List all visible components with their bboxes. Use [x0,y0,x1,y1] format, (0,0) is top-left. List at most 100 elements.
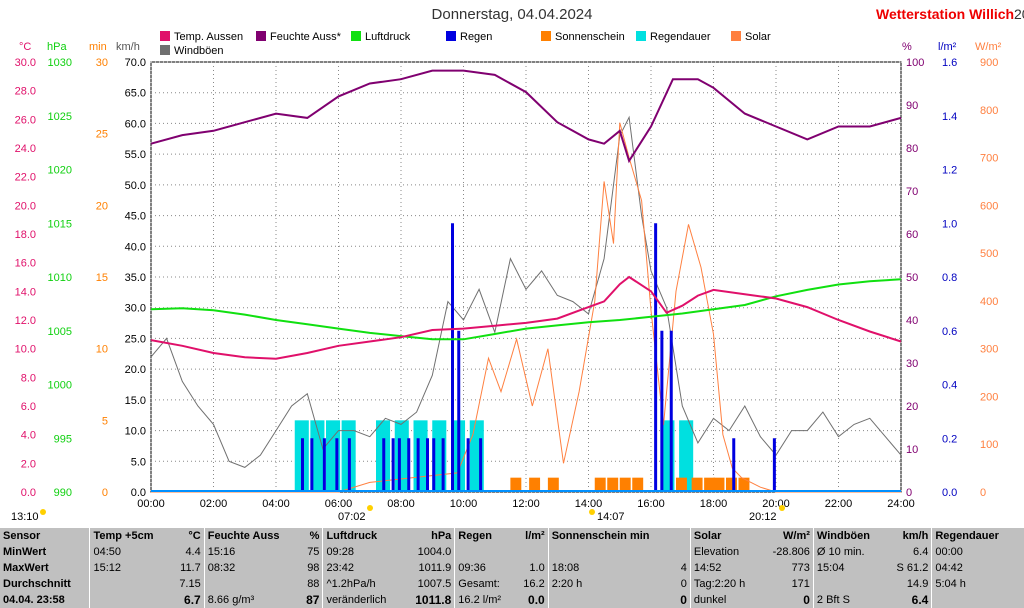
stats-cell-value: 0 [680,593,687,607]
marker-left-time: 13:10 [11,511,39,523]
tick-wm2: 700 [980,153,998,165]
legend-swatch [636,31,646,41]
legend-label: Regendauer [650,31,711,43]
stats-cell-value [1017,576,1024,592]
tick-kmh: 60.0 [125,118,146,130]
tick-temp: 30.0 [15,57,36,69]
stats-cell-value: 6.7 [184,593,201,607]
tick-pct: 50 [906,272,918,284]
tick-temp: 26.0 [15,114,36,126]
line-feuchte [150,69,902,164]
stats-cell-value: 773 [791,562,810,574]
stats-cell-note: 00:00 [931,544,1017,560]
tick-temp: 16.0 [15,258,36,270]
bar-sonnenschein [510,477,522,492]
tick-temp: 18.0 [15,229,36,241]
tick-min: 5 [102,415,108,427]
stats-cell-value: 4 [680,562,687,574]
legend-item: Windböen [160,45,224,57]
stats-cell-note [89,576,171,592]
bar-regendauer [394,420,409,492]
legend-item: Feuchte Auss* [256,31,341,43]
legend-swatch [541,31,551,41]
chart-title: Donnerstag, 04.04.2024 [431,6,593,23]
stats-cell-note: Gesamt: [454,576,515,592]
stats-cell-note: 18:08 [547,560,675,576]
tick-wm2: 600 [980,200,998,212]
bar-regen [457,330,461,492]
stats-cell-value: 4.4 [185,546,201,558]
tick-hpa: 1005 [48,326,72,338]
tick-min: 30 [96,57,108,69]
sun-marker-icon [779,505,785,511]
legend-label: Sonnenschein [555,31,625,43]
bar-regen [407,438,411,492]
x-tick-label: 14:00 [575,498,603,510]
bar-regen [441,438,445,492]
legend-label: Temp. Aussen [174,31,244,43]
tick-hpa: 1030 [48,57,72,69]
bar-regen [322,438,326,492]
tick-wm2: 300 [980,344,998,356]
stats-row: MinWert 04:50 4.4 15:16 75 09:28 1004.0 Elevati… [0,544,1024,560]
stats-cell-note: Ø 10 min. [812,544,886,560]
bar-regen [432,438,436,492]
tick-kmh: 0.0 [131,487,146,499]
tick-hpa: 1000 [48,380,72,392]
line-solar [151,122,901,493]
tick-kmh: 40.0 [125,241,146,253]
line-temp [150,275,902,360]
bar-sonnenschein [738,477,750,492]
stats-row-label: Durchschnitt [3,578,71,590]
tick-lm2: 0.8 [942,272,957,284]
stats-cell-value: S 61.2 [896,562,929,574]
legend-item: Regen [446,31,492,43]
stats-cell-note: 04:50 [89,544,171,560]
tick-temp: 28.0 [15,86,36,98]
bar-regen [335,438,339,492]
tick-pct: 70 [906,186,918,198]
x-tick-label: 20:00 [762,498,790,510]
stats-cell-note: 2:20 h [547,576,675,592]
stats-cell-note: Elevation [689,544,761,560]
bar-regen [382,438,386,492]
stats-cell-note: 15:16 [203,544,299,560]
x-tick-label: 12:00 [512,498,540,510]
legend-label: Windböen [174,45,224,57]
sun-marker-icon [367,505,373,511]
axis-unit-lm2: l/m² [938,41,957,53]
bar-sonnenschein [632,477,644,492]
legend-label: Solar [745,31,771,43]
bar-sonnenschein [594,477,606,492]
stats-cell-note: 15:04 [812,560,886,576]
bar-regen [451,223,454,492]
stats-cell-value: 98 [307,562,320,574]
x-tick-label: 04:00 [262,498,290,510]
stats-header-unit [1017,528,1024,544]
stats-cell-value: 88 [307,578,320,590]
stats-cell-value [674,544,690,560]
station-name[interactable]: Wetterstation Willich [876,6,1015,22]
x-tick-label: 08:00 [387,498,415,510]
x-tick-label: 16:00 [637,498,665,510]
stats-table: Sensor Temp +5cm °C Feuchte Auss% Luftdruck h… [0,528,1024,608]
tick-wm2: 400 [980,296,998,308]
tick-temp: 10.0 [15,344,36,356]
stats-cell-value: 7.15 [179,578,201,590]
stats-cell-note: 16.2 l/m² [454,592,515,608]
stats-cell-value [514,544,548,560]
stats-cell-note: 8.66 g/m³ [203,592,299,608]
stats-header: Temp +5cm [89,528,171,544]
tick-wm2: 900 [980,57,998,69]
tick-wm2: 500 [980,248,998,260]
legend-label: Luftdruck [365,31,411,43]
bar-regen [732,438,736,492]
tick-temp: 0.0 [21,487,36,499]
tick-kmh: 45.0 [125,211,146,223]
tick-hpa: 990 [54,487,72,499]
stats-header: Sonnenschein min [547,528,675,544]
stats-cell-value: 1004.0 [417,546,452,558]
stats-header-unit: % [309,530,320,542]
bar-regendauer [413,420,428,492]
tick-wm2: 100 [980,439,998,451]
